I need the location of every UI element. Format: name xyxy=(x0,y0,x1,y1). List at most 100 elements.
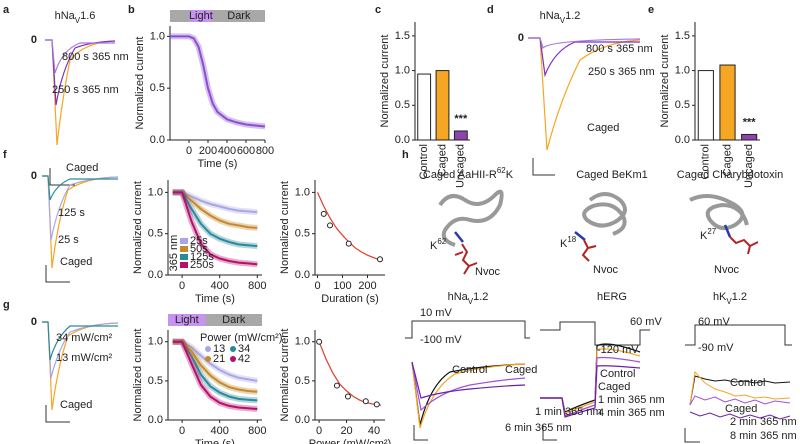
zero-label: 0 xyxy=(31,34,37,46)
legend-marker xyxy=(180,238,188,244)
panel-label: c xyxy=(375,4,381,16)
label-part: 18 xyxy=(567,235,576,244)
scale-bar xyxy=(413,425,428,441)
trace-label: Caged xyxy=(598,381,630,393)
trace-label: 8 min 365 nm xyxy=(730,430,797,442)
structure xyxy=(582,192,627,236)
y-tick-label: 0.5 xyxy=(395,99,410,111)
scale-bar xyxy=(45,265,70,283)
trace xyxy=(42,175,119,241)
residue-stick xyxy=(723,224,732,238)
scale-bar xyxy=(532,158,555,176)
label-part: 1.2 xyxy=(732,291,747,303)
channel-name: hKV1.2 xyxy=(713,291,747,306)
protocol-label: -90 mV xyxy=(698,342,734,354)
trace-label: Control xyxy=(452,364,487,376)
point xyxy=(373,401,380,408)
panel-title: hNaV1.6 xyxy=(55,10,96,25)
x-tick-label: 600 xyxy=(237,145,255,157)
label-part: 62 xyxy=(437,237,446,246)
trace xyxy=(689,395,791,406)
point xyxy=(333,382,340,389)
trace xyxy=(540,365,641,418)
panel-label: g xyxy=(3,299,10,311)
dark-bar xyxy=(170,10,265,22)
panel-label: d xyxy=(487,4,494,16)
y-axis-label: Normalized current xyxy=(279,329,291,422)
point xyxy=(362,398,369,405)
y-axis-label: Normalized current xyxy=(279,181,291,274)
protocol-label: -100 mV xyxy=(420,334,462,346)
point xyxy=(316,338,323,345)
trace xyxy=(689,370,791,406)
legend-marker xyxy=(205,356,211,362)
trace-label: 34 mW/cm² xyxy=(56,332,113,344)
trace xyxy=(45,39,116,146)
label-part: K xyxy=(560,238,568,250)
label-part: V xyxy=(75,16,81,25)
y-axis-label: Normalized current xyxy=(132,329,144,422)
group-label: Nvoc xyxy=(475,266,501,278)
protocol-label: 10 mV xyxy=(420,307,452,319)
light-bar xyxy=(189,10,213,22)
residue-label: K62 xyxy=(430,237,447,252)
x-tick-label: 20 xyxy=(340,425,352,437)
trace-label: Caged xyxy=(587,122,619,134)
panel-title: hNaV1.2 xyxy=(540,10,581,25)
x-tick-label: 0 xyxy=(314,280,320,292)
residue-stick xyxy=(574,231,586,241)
trace-label: 250 s 365 nm xyxy=(588,66,655,78)
legend-label: 25s xyxy=(190,235,208,247)
bar xyxy=(697,70,714,141)
toxin-name: Caged Charybdotoxin xyxy=(677,169,783,181)
trace-label: 1 min 365 nm xyxy=(535,406,602,418)
trace-label: 25 s xyxy=(58,234,79,246)
series-line xyxy=(172,340,258,402)
panel-label: b xyxy=(128,4,135,16)
series-line xyxy=(170,35,266,128)
legend-marker xyxy=(180,262,188,268)
x-axis-label: Time (s) xyxy=(195,438,235,444)
y-axis-label: Normalized current xyxy=(659,35,671,128)
series-line xyxy=(172,191,258,248)
trace xyxy=(411,361,526,399)
y-tick-label: 1.0 xyxy=(295,336,310,348)
x-tick-label: Uncaged xyxy=(743,144,755,188)
y-tick-label: 0.0 xyxy=(675,134,690,146)
trace xyxy=(411,361,526,412)
legend-label: 125s xyxy=(190,251,214,263)
channel-name: hNaV1.2 xyxy=(448,291,489,306)
trace xyxy=(411,361,526,429)
label-part: V xyxy=(726,297,732,306)
x-axis-label: Power (mW/cm²) xyxy=(309,438,392,444)
trace xyxy=(42,175,118,201)
zero-label: 0 xyxy=(31,316,37,328)
zero-label: 0 xyxy=(518,32,524,44)
series-line xyxy=(172,340,258,410)
label-part: hK xyxy=(713,291,727,303)
protocol xyxy=(685,324,792,346)
label-part: Caged Charybdotoxin xyxy=(677,169,783,181)
protocol-label: 60 mV xyxy=(630,316,662,328)
legend-marker xyxy=(180,246,188,252)
y-tick-label: 0.5 xyxy=(675,99,690,111)
trace-label: Caged xyxy=(505,364,537,376)
y-tick-label: 0.0 xyxy=(148,269,163,281)
structure xyxy=(438,189,504,247)
x-tick-label: Control xyxy=(700,144,712,179)
label-part: 1.6 xyxy=(80,10,95,22)
bar xyxy=(435,70,450,141)
light-bar xyxy=(168,314,206,326)
x-tick-label: 40 xyxy=(368,425,380,437)
label-part: 62 xyxy=(497,166,506,175)
protocol xyxy=(540,321,650,346)
trace-label: 1 min 365 nm xyxy=(598,394,665,406)
panel-label: e xyxy=(648,4,654,16)
label-part: K xyxy=(506,169,514,181)
panel-label: h xyxy=(402,149,409,161)
series-line xyxy=(172,191,258,229)
trace-label: 6 min 365 nm xyxy=(505,422,572,434)
y-tick-label: 1.0 xyxy=(675,64,690,76)
x-tick-label: Uncaged xyxy=(455,144,467,188)
scale-bar xyxy=(542,425,557,441)
